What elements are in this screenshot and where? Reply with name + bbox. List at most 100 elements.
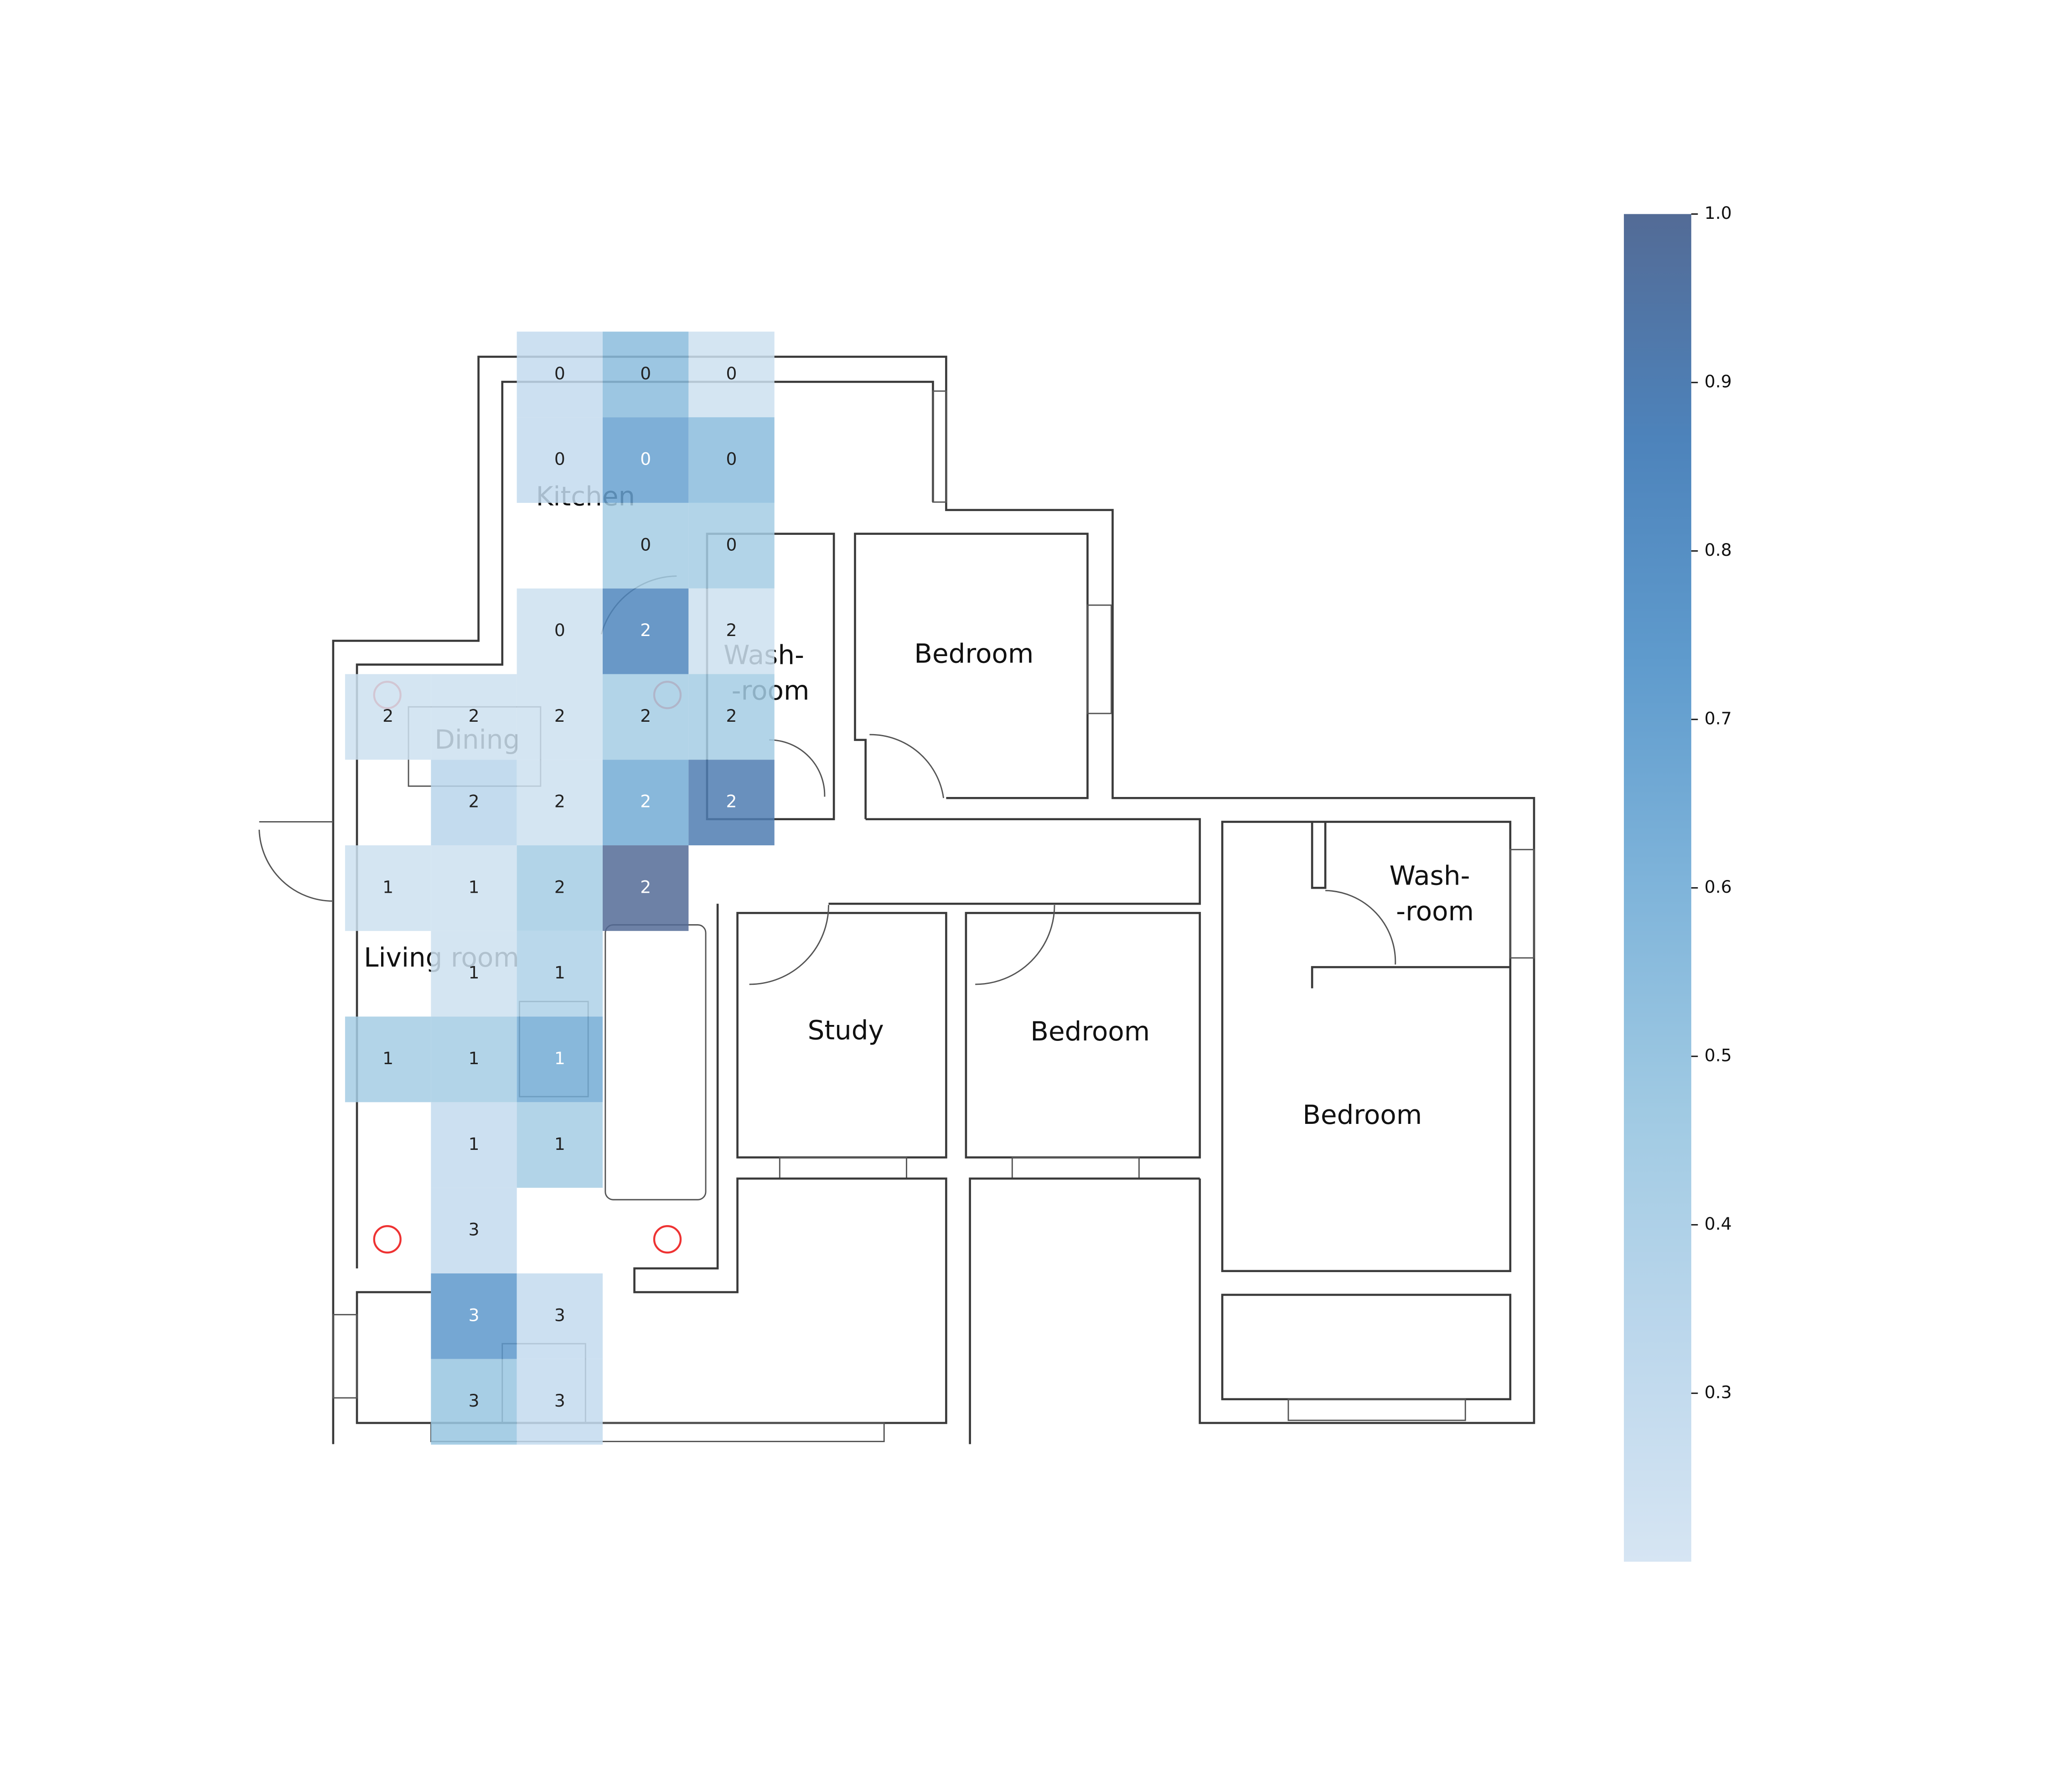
heat-cell bbox=[517, 1016, 603, 1102]
window bbox=[779, 1157, 907, 1180]
heat-cell bbox=[688, 417, 775, 503]
heat-cell bbox=[345, 1016, 431, 1102]
colorbar-tick-label: 0.3 bbox=[1705, 1382, 1732, 1402]
cell-label: 1 bbox=[554, 962, 565, 983]
cell-label: 1 bbox=[468, 962, 479, 983]
cell-label: 0 bbox=[554, 620, 565, 640]
cell-label: 3 bbox=[468, 1220, 479, 1240]
heat-cell bbox=[431, 760, 517, 846]
colorbar-tick-label: 0.7 bbox=[1705, 708, 1732, 728]
window bbox=[1287, 1398, 1466, 1421]
cell-label: 3 bbox=[468, 1305, 479, 1325]
heat-cell bbox=[688, 674, 775, 760]
heat-cell bbox=[517, 417, 603, 503]
door bbox=[869, 734, 945, 798]
cell-label: 2 bbox=[554, 792, 565, 812]
heat-cell bbox=[603, 588, 689, 674]
cell-label: 2 bbox=[726, 620, 737, 640]
heat-cell bbox=[517, 674, 603, 760]
cell-label: 1 bbox=[468, 1048, 479, 1068]
heat-cell bbox=[517, 1359, 603, 1445]
cell-label: 1 bbox=[554, 1048, 565, 1068]
cell-label: 1 bbox=[554, 1134, 565, 1154]
cell-label: 3 bbox=[554, 1305, 565, 1325]
heat-cell bbox=[688, 760, 775, 846]
window bbox=[1011, 1157, 1140, 1180]
cell-label: 2 bbox=[554, 706, 565, 726]
heat-cell bbox=[431, 845, 517, 931]
heat-cell bbox=[517, 331, 603, 418]
cell-label: 0 bbox=[554, 449, 565, 469]
cell-label: 0 bbox=[640, 363, 651, 383]
heat-cell bbox=[431, 1102, 517, 1188]
room-label: Bedroom bbox=[914, 638, 1033, 669]
heat-cell bbox=[603, 331, 689, 418]
heat-cell bbox=[603, 674, 689, 760]
room-label: Study bbox=[808, 1014, 884, 1045]
marker bbox=[653, 1225, 682, 1254]
window bbox=[332, 1314, 358, 1399]
cell-label: 2 bbox=[554, 877, 565, 897]
room-label: Bedroom bbox=[1302, 1099, 1422, 1130]
cell-label: 2 bbox=[468, 792, 479, 812]
heat-cell bbox=[517, 588, 603, 674]
colorbar-tick-label: 0.9 bbox=[1705, 371, 1732, 391]
heat-cell bbox=[688, 502, 775, 589]
heat-cell bbox=[431, 1273, 517, 1359]
heat-cell bbox=[688, 588, 775, 674]
heat-cell bbox=[517, 760, 603, 846]
window bbox=[932, 390, 947, 503]
colorbar-tick-label: 0.5 bbox=[1705, 1045, 1732, 1065]
cell-label: 1 bbox=[382, 1048, 393, 1068]
cell-label: 2 bbox=[640, 877, 651, 897]
cell-label: 0 bbox=[640, 449, 651, 469]
heat-cell bbox=[431, 1359, 517, 1445]
cell-label: 2 bbox=[640, 706, 651, 726]
heat-cell bbox=[345, 845, 431, 931]
heat-cell bbox=[431, 931, 517, 1017]
door bbox=[749, 905, 829, 985]
door bbox=[769, 739, 826, 797]
heat-cell bbox=[517, 931, 603, 1017]
heat-cell bbox=[517, 845, 603, 931]
heat-cell bbox=[431, 1188, 517, 1273]
lower-wall bbox=[969, 1177, 1200, 1444]
colorbar-tick-label: 0.8 bbox=[1705, 540, 1732, 560]
colorbar-tick-label: 1.0 bbox=[1705, 203, 1732, 223]
colorbar-tick-label: 0.4 bbox=[1705, 1214, 1732, 1234]
heat-cell bbox=[688, 331, 775, 418]
heat-cell bbox=[603, 760, 689, 846]
corridor-wall bbox=[828, 818, 1201, 905]
cell-label: 0 bbox=[726, 449, 737, 469]
cell-label: 1 bbox=[468, 1134, 479, 1154]
colorbar-tick-label: 0.6 bbox=[1705, 877, 1732, 897]
cell-label: 2 bbox=[382, 706, 393, 726]
room-label: Bedroom bbox=[1030, 1016, 1150, 1047]
cell-label: 1 bbox=[382, 877, 393, 897]
cell-label: 2 bbox=[468, 706, 479, 726]
room-label: -room bbox=[1396, 896, 1474, 927]
washroom-wall bbox=[1311, 822, 1327, 889]
heat-cell bbox=[431, 674, 517, 760]
cell-label: 3 bbox=[468, 1391, 479, 1411]
door bbox=[975, 905, 1055, 985]
cell-label: 0 bbox=[726, 534, 737, 554]
entry-door bbox=[258, 821, 333, 902]
sofa bbox=[605, 924, 707, 1200]
cell-label: 0 bbox=[726, 363, 737, 383]
cell-label: 2 bbox=[640, 792, 651, 812]
window bbox=[1087, 604, 1112, 714]
heat-cell bbox=[603, 845, 689, 931]
cell-label: 0 bbox=[640, 534, 651, 554]
bedroom-wall bbox=[854, 533, 1089, 819]
heat-cell bbox=[603, 502, 689, 589]
marker bbox=[373, 1225, 402, 1254]
colorbar bbox=[1624, 214, 1691, 1562]
heat-cell bbox=[345, 674, 431, 760]
heat-cell bbox=[517, 1102, 603, 1188]
door bbox=[1325, 890, 1396, 965]
cell-label: 2 bbox=[726, 792, 737, 812]
cell-label: 1 bbox=[468, 877, 479, 897]
bedroom-wall bbox=[1221, 821, 1512, 1273]
